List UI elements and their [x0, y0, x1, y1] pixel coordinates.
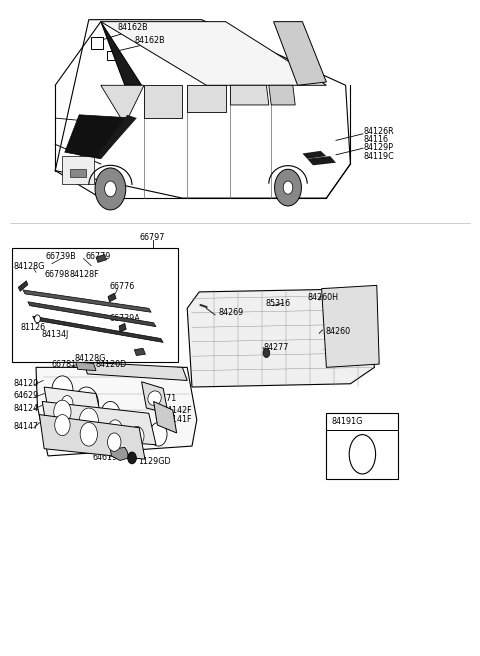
- Circle shape: [54, 400, 71, 424]
- Text: 84119C: 84119C: [364, 152, 395, 161]
- Polygon shape: [55, 20, 350, 198]
- Text: 84128F: 84128F: [70, 270, 99, 279]
- Circle shape: [101, 401, 120, 428]
- Text: 84142F: 84142F: [162, 406, 192, 415]
- Text: 81126: 81126: [20, 323, 45, 333]
- Circle shape: [150, 422, 167, 446]
- Polygon shape: [119, 323, 126, 332]
- Polygon shape: [307, 156, 336, 165]
- Text: 84134J: 84134J: [42, 330, 69, 339]
- Ellipse shape: [148, 391, 161, 405]
- Polygon shape: [84, 362, 187, 380]
- Text: 84128G: 84128G: [13, 262, 45, 271]
- Text: 66739B: 66739B: [46, 252, 76, 261]
- Bar: [326, 413, 398, 479]
- Circle shape: [130, 426, 144, 446]
- Circle shape: [55, 415, 70, 436]
- Polygon shape: [42, 401, 156, 445]
- Text: 84126R: 84126R: [364, 127, 395, 136]
- Circle shape: [263, 348, 270, 358]
- Circle shape: [275, 169, 301, 206]
- Text: 66771: 66771: [151, 394, 177, 403]
- Circle shape: [283, 181, 293, 194]
- Text: 84277: 84277: [263, 342, 288, 352]
- Polygon shape: [187, 289, 374, 387]
- Circle shape: [35, 315, 40, 323]
- Polygon shape: [187, 85, 226, 112]
- Text: 66779: 66779: [85, 252, 111, 261]
- Polygon shape: [108, 293, 116, 302]
- Text: 64619: 64619: [93, 453, 118, 462]
- Bar: [12, 248, 178, 362]
- Polygon shape: [322, 285, 379, 367]
- Text: 66798: 66798: [45, 270, 70, 279]
- Bar: [91, 37, 103, 49]
- Text: 84120D: 84120D: [95, 360, 126, 369]
- Circle shape: [52, 376, 73, 405]
- Circle shape: [128, 452, 136, 464]
- Text: 84191G: 84191G: [331, 417, 362, 426]
- Text: 84141F: 84141F: [162, 415, 192, 424]
- Circle shape: [74, 387, 98, 420]
- Text: 66776: 66776: [109, 282, 135, 291]
- Text: 66781: 66781: [52, 360, 77, 369]
- Text: 84128G: 84128G: [74, 354, 106, 363]
- Text: 84260: 84260: [325, 327, 350, 337]
- Polygon shape: [65, 115, 134, 159]
- Bar: [70, 169, 86, 177]
- Polygon shape: [33, 316, 163, 342]
- Circle shape: [108, 420, 122, 440]
- Polygon shape: [144, 85, 182, 118]
- Circle shape: [126, 413, 143, 437]
- Polygon shape: [96, 255, 107, 262]
- Polygon shape: [274, 22, 326, 85]
- Text: 84260H: 84260H: [307, 293, 338, 302]
- Polygon shape: [110, 447, 129, 461]
- Circle shape: [79, 408, 98, 434]
- Polygon shape: [101, 22, 142, 85]
- Polygon shape: [154, 401, 177, 433]
- Polygon shape: [23, 290, 151, 312]
- Polygon shape: [18, 281, 28, 291]
- Bar: [107, 51, 116, 60]
- Text: 64629: 64629: [13, 391, 39, 400]
- Text: 84124: 84124: [13, 403, 38, 413]
- Bar: [62, 156, 94, 184]
- Polygon shape: [36, 367, 197, 456]
- Text: 85316: 85316: [265, 299, 290, 308]
- Polygon shape: [269, 85, 295, 105]
- Circle shape: [95, 168, 126, 210]
- Text: 84129P: 84129P: [364, 143, 394, 152]
- Polygon shape: [101, 22, 326, 85]
- Polygon shape: [98, 115, 137, 159]
- Text: 1129GD: 1129GD: [138, 457, 170, 466]
- Polygon shape: [134, 348, 145, 356]
- Ellipse shape: [349, 434, 375, 474]
- Polygon shape: [44, 387, 103, 426]
- Circle shape: [108, 433, 121, 451]
- Text: 84162B: 84162B: [134, 36, 165, 45]
- Polygon shape: [302, 151, 326, 159]
- Polygon shape: [101, 85, 144, 125]
- Polygon shape: [28, 302, 156, 327]
- Text: 84120: 84120: [13, 379, 38, 388]
- Polygon shape: [230, 85, 269, 105]
- Text: 66739A: 66739A: [109, 314, 140, 323]
- Text: 84147: 84147: [13, 422, 38, 431]
- Polygon shape: [39, 415, 145, 459]
- Polygon shape: [142, 382, 168, 413]
- Circle shape: [61, 396, 73, 411]
- Circle shape: [80, 422, 97, 446]
- Text: 66797: 66797: [139, 233, 165, 242]
- Polygon shape: [76, 362, 96, 371]
- Text: 84116: 84116: [364, 135, 389, 144]
- Text: 84162B: 84162B: [118, 23, 148, 32]
- Text: 84269: 84269: [218, 308, 244, 318]
- Circle shape: [105, 181, 116, 197]
